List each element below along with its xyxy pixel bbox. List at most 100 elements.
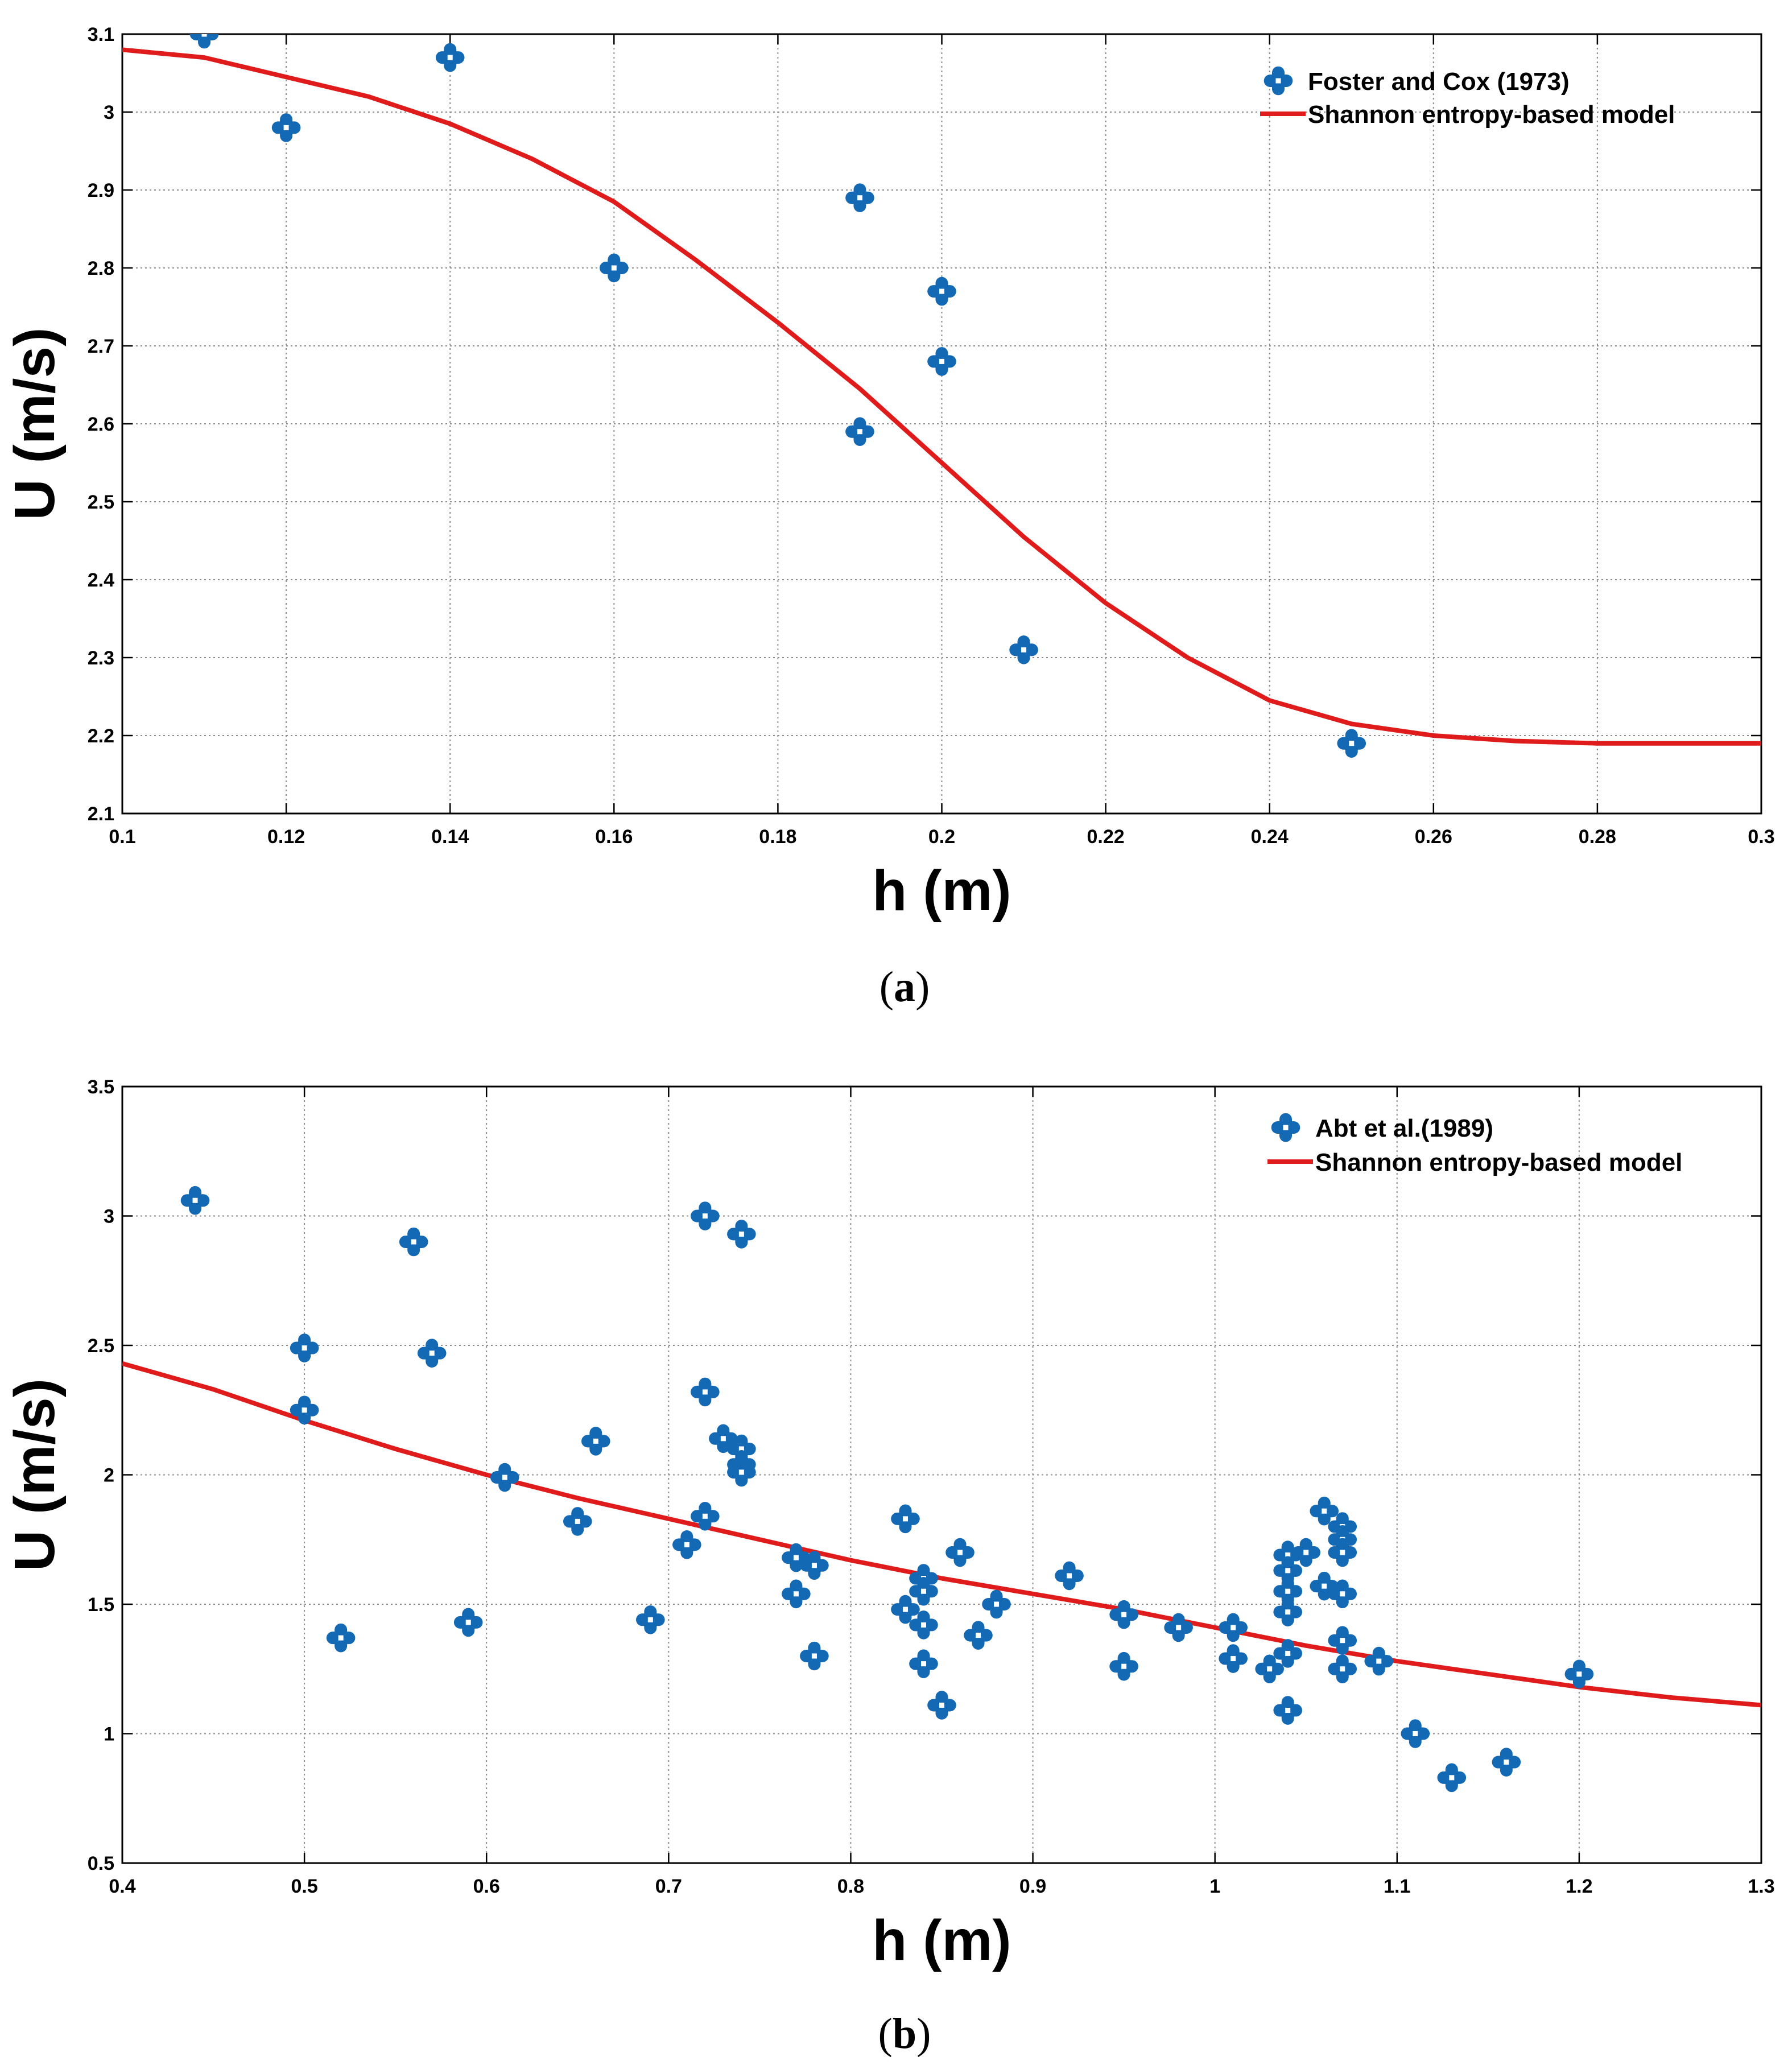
- data-point-b-59: [1492, 1748, 1521, 1777]
- y-tick-label-b: 3.5: [88, 1076, 114, 1098]
- chart-panel-a: (a) 0.1 0.12 0.14 0.16 0.18 0.2 0.22 0.24 0.26 0.…: [3, 24, 1775, 1011]
- axes-frame-a: [121, 33, 1762, 815]
- data-point-b-10: [636, 1605, 665, 1634]
- x-tick-label-a: 0.3: [1748, 826, 1774, 848]
- y-tick-label-a: 3.1: [88, 24, 114, 46]
- legend-marker-a-0: [1264, 66, 1293, 96]
- plot-marks-a: [122, 34, 1761, 758]
- data-point-b-48: [1310, 1496, 1339, 1526]
- data-point-b-35: [1109, 1600, 1138, 1629]
- data-point-b-8: [563, 1507, 592, 1536]
- data-point-b-52: [1328, 1538, 1357, 1567]
- y-tick-label-a: 2.9: [88, 180, 114, 201]
- legend-marker-b-0: [1271, 1113, 1300, 1142]
- legend-label-b-0: Abt et al.(1989): [1315, 1114, 1493, 1142]
- y-tick-label-a: 2.3: [88, 647, 114, 669]
- data-point-a-9: [1337, 729, 1366, 758]
- x-tick-label-a: 0.2: [928, 826, 955, 848]
- legend-label-a-0: Foster and Cox (1973): [1308, 68, 1570, 96]
- data-point-b-29: [909, 1649, 938, 1678]
- data-point-b-7: [490, 1463, 519, 1492]
- data-point-b-38: [1219, 1613, 1248, 1642]
- x-tick-label-a: 0.12: [267, 826, 305, 848]
- data-point-a-6: [927, 276, 956, 306]
- data-point-b-13: [691, 1377, 720, 1407]
- x-tick-label-b: 0.9: [1019, 1876, 1046, 1897]
- caption-paren-open-a: (: [880, 963, 894, 1011]
- x-tick-label-a: 0.16: [595, 826, 633, 848]
- data-point-b-55: [1328, 1654, 1357, 1684]
- y-tick-label-a: 2.1: [88, 803, 114, 825]
- data-point-b-2: [290, 1395, 319, 1425]
- data-point-b-16: [727, 1220, 756, 1249]
- y-tick-label-a: 2.2: [88, 725, 114, 747]
- y-tick-label-a: 3: [104, 102, 114, 123]
- x-tick-label-b: 1.2: [1566, 1876, 1592, 1897]
- x-tick-label-a: 0.1: [109, 826, 135, 848]
- y-tick-label-a: 2.6: [88, 414, 114, 435]
- data-point-b-30: [927, 1691, 956, 1720]
- legend-label-a-1: Shannon entropy-based model: [1308, 101, 1675, 129]
- x-tick-label-b: 0.4: [109, 1876, 135, 1897]
- data-point-b-39: [1219, 1644, 1248, 1673]
- plot-marks-b: [122, 1186, 1761, 1793]
- chart-panel-b: (b) 0.4 0.5 0.6 0.7 0.8 0.9 1 1.1 1.2 1.30.511.52…: [3, 1076, 1775, 2058]
- data-point-b-40: [1255, 1654, 1284, 1684]
- y-axis-label-b: U (m/s): [3, 1378, 67, 1571]
- data-point-b-9: [581, 1427, 610, 1456]
- data-point-b-5: [417, 1339, 447, 1368]
- caption-paren-close-b: ): [916, 2010, 931, 2058]
- y-tick-label-a: 2.7: [88, 336, 114, 357]
- data-point-b-57: [1401, 1719, 1430, 1748]
- axes-frame-b: [121, 1085, 1762, 1864]
- data-point-b-56: [1364, 1646, 1394, 1676]
- data-point-a-3: [600, 253, 629, 283]
- data-point-b-22: [800, 1551, 829, 1580]
- model-line-b: [122, 1361, 1761, 1708]
- x-tick-label-b: 0.5: [291, 1876, 317, 1897]
- panel-caption-b: (b): [878, 2010, 931, 2058]
- data-point-b-58: [1437, 1763, 1467, 1793]
- x-tick-label-a: 0.18: [759, 826, 796, 848]
- data-point-b-21: [782, 1579, 811, 1609]
- caption-letter-b: b: [893, 2010, 916, 2058]
- data-point-b-24: [891, 1504, 920, 1534]
- x-tick-label-a: 0.24: [1251, 826, 1289, 848]
- data-point-b-46: [1273, 1696, 1303, 1725]
- x-axis-label-b: h (m): [872, 1909, 1011, 1972]
- data-point-b-1: [290, 1333, 319, 1362]
- data-point-b-47: [1291, 1538, 1321, 1567]
- data-point-b-31: [945, 1538, 975, 1567]
- data-point-b-19: [727, 1457, 756, 1487]
- legend-label-b-1: Shannon entropy-based model: [1315, 1149, 1682, 1176]
- x-axis-label-a: h (m): [872, 859, 1011, 923]
- data-point-b-33: [982, 1589, 1011, 1619]
- data-point-b-11: [672, 1530, 701, 1559]
- legend-a: Foster and Cox (1973) Shannon entropy-bas…: [1260, 66, 1675, 129]
- data-point-a-0: [189, 34, 219, 49]
- data-point-b-12: [691, 1201, 720, 1230]
- data-point-b-60: [1564, 1659, 1594, 1689]
- data-point-b-23: [800, 1641, 829, 1671]
- data-point-a-2: [435, 43, 465, 72]
- panel-caption-a: (a): [880, 963, 930, 1011]
- y-tick-label-a: 2.4: [88, 569, 114, 591]
- y-tick-label-b: 3: [104, 1206, 114, 1228]
- data-point-a-7: [927, 347, 956, 376]
- x-tick-label-b: 0.6: [473, 1876, 500, 1897]
- data-point-b-28: [909, 1610, 938, 1639]
- caption-paren-close-a: ): [915, 963, 930, 1011]
- model-line-a: [122, 47, 1761, 746]
- data-point-b-44: [1273, 1597, 1303, 1626]
- y-tick-label-b: 1.5: [88, 1594, 114, 1616]
- y-tick-label-b: 1: [104, 1724, 114, 1745]
- x-tick-label-a: 0.26: [1415, 826, 1452, 848]
- x-tick-label-b: 0.8: [837, 1876, 864, 1897]
- y-axis-label-a: U (m/s): [3, 328, 67, 521]
- data-point-a-8: [1009, 635, 1038, 664]
- data-point-b-4: [399, 1227, 428, 1257]
- data-point-b-36: [1109, 1651, 1138, 1681]
- data-point-b-45: [1273, 1639, 1303, 1668]
- x-tick-label-a: 0.22: [1087, 826, 1125, 848]
- data-point-b-32: [964, 1621, 993, 1650]
